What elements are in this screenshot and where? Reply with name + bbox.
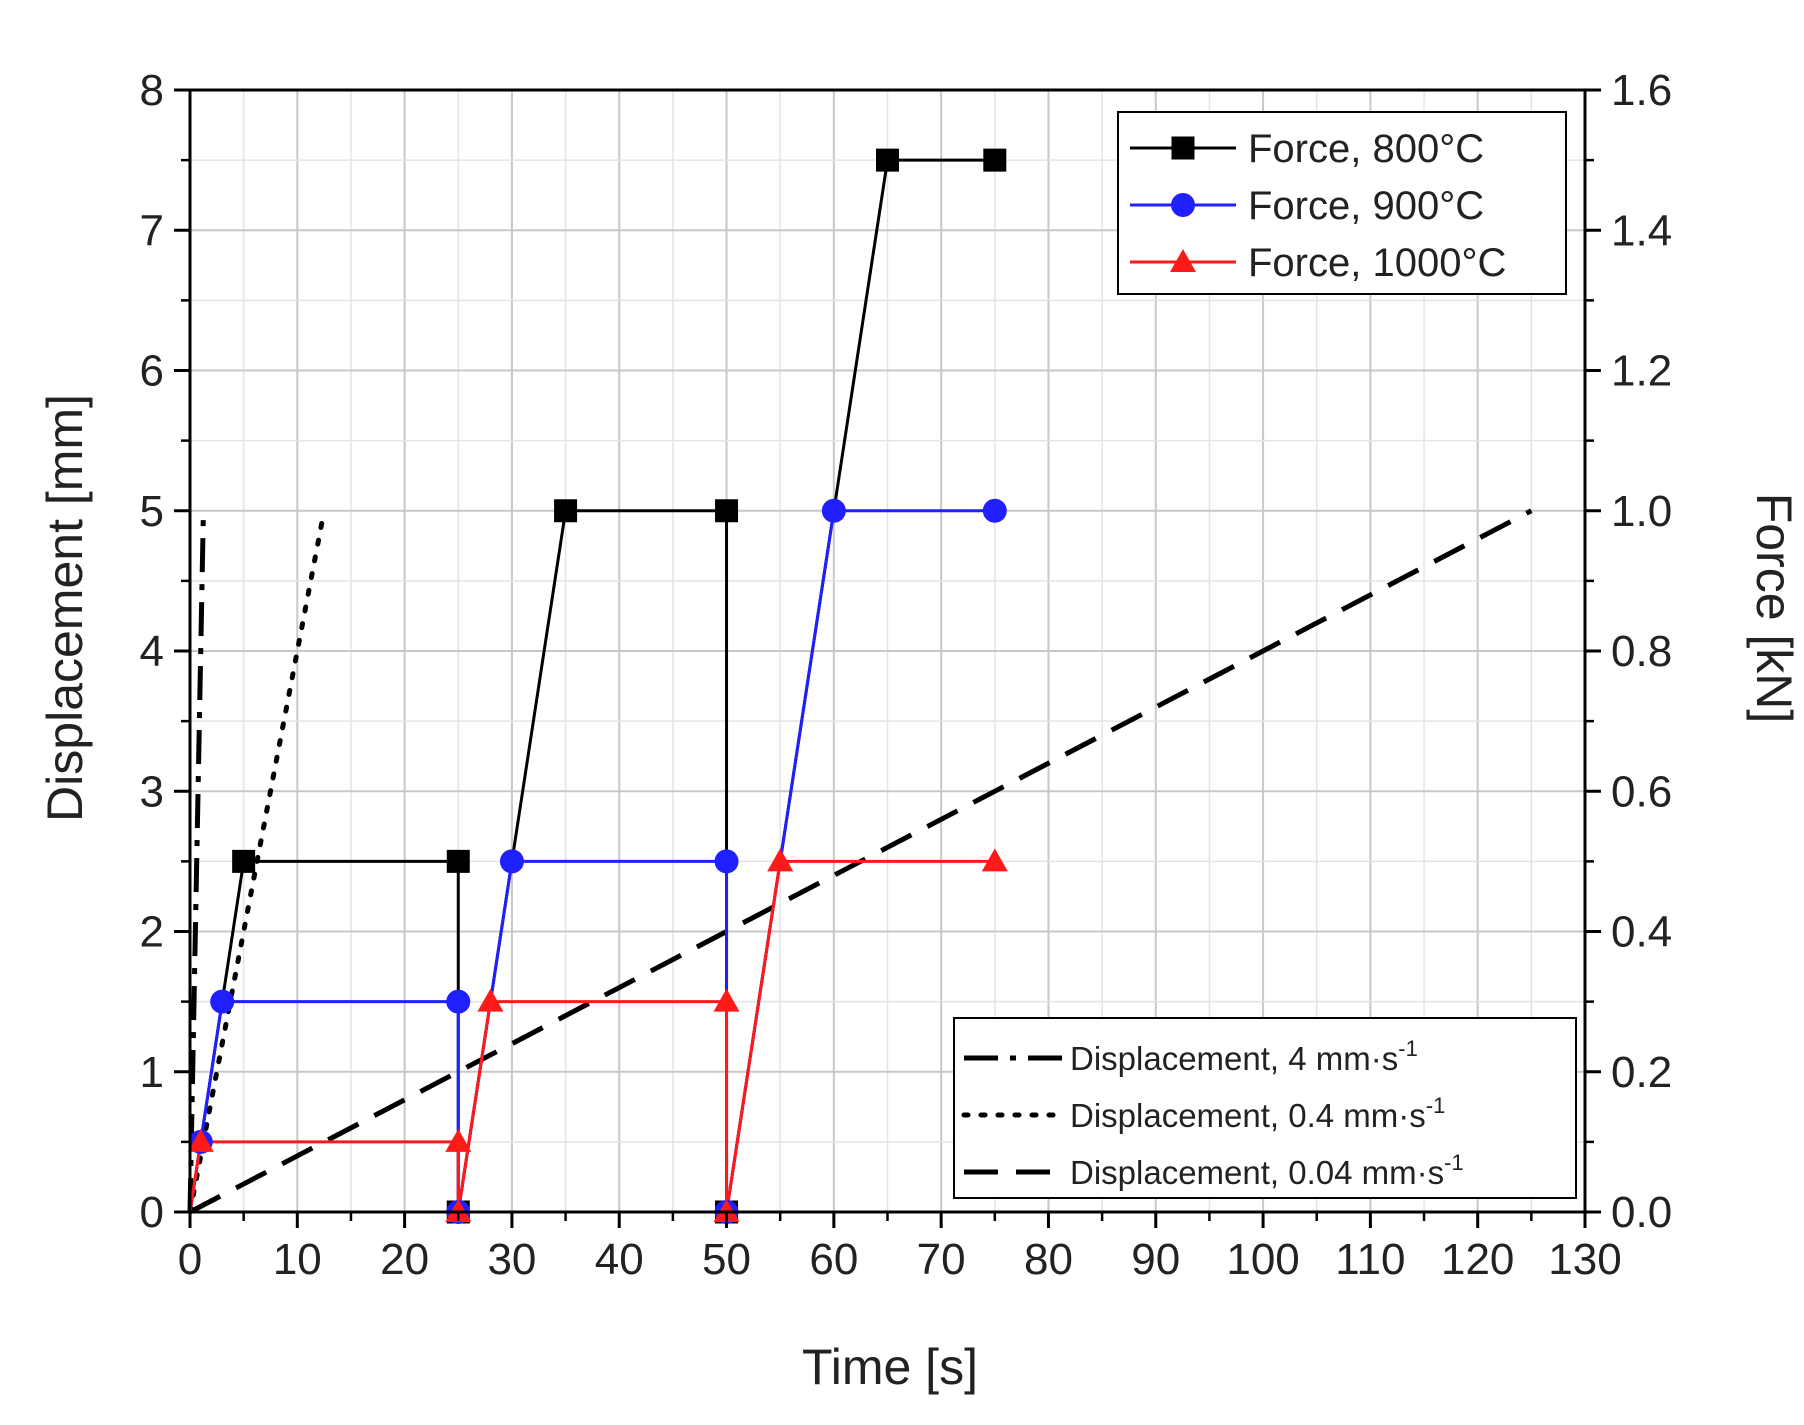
x-tick-label: 10 xyxy=(273,1235,322,1284)
data-point-force-1000-c xyxy=(477,988,504,1012)
y-left-tick-label: 7 xyxy=(140,206,164,255)
legend-swatch-marker xyxy=(1171,136,1195,160)
x-tick-label: 60 xyxy=(809,1235,858,1284)
data-point-force-1000-c xyxy=(445,1128,472,1152)
x-axis-title: Time [s] xyxy=(802,1339,978,1395)
x-tick-label: 20 xyxy=(380,1235,429,1284)
x-tick-label: 70 xyxy=(917,1235,966,1284)
series-displacement-4-mm-s-dashdot-line xyxy=(187,510,206,1213)
y-right-tick-label: 0.4 xyxy=(1611,908,1672,957)
x-tick-label: 0 xyxy=(178,1235,202,1284)
y-left-axis-title: Displacement [mm] xyxy=(37,394,93,822)
x-tick-label: 80 xyxy=(1024,1235,1073,1284)
data-point-force-900-c xyxy=(499,849,524,874)
x-tick-label: 30 xyxy=(487,1235,536,1284)
x-tick-label: 130 xyxy=(1548,1235,1621,1284)
y-right-tick-label: 1.6 xyxy=(1611,66,1672,115)
data-point-force-800-c xyxy=(554,499,578,523)
data-point-force-800-c xyxy=(715,499,739,523)
ticks xyxy=(174,88,1601,1228)
x-tick-label: 50 xyxy=(702,1235,751,1284)
y-right-tick-label: 1.0 xyxy=(1611,487,1672,536)
legend-label-force-1000-c: Force, 1000°C xyxy=(1248,241,1506,285)
data-point-force-900-c xyxy=(446,989,471,1014)
y-left-tick-label: 5 xyxy=(140,487,164,536)
y-right-tick-label: 0.6 xyxy=(1611,767,1672,816)
y-right-tick-label: 1.4 xyxy=(1611,206,1672,255)
legend-displacement: Displacement, 4 mm·s-1 Displacement, 0.4 … xyxy=(953,1017,1577,1199)
legend-force: Force, 800°C Force, 900°C Force, 1000°C xyxy=(1117,111,1567,295)
legend-label-displacement-0-04-mm-s-dash: Displacement, 0.04 mm·s-1 xyxy=(1070,1150,1464,1191)
y-left-tick-label: 8 xyxy=(140,66,164,115)
y-right-tick-label: 0.2 xyxy=(1611,1048,1672,1097)
data-point-force-1000-c xyxy=(187,1128,214,1152)
data-point-force-900-c xyxy=(210,989,235,1014)
data-point-force-800-c xyxy=(232,849,256,873)
legend-swatch-marker xyxy=(1170,249,1196,272)
y-left-tick-label: 4 xyxy=(140,627,164,676)
legend-label-force-900-c: Force, 900°C xyxy=(1248,184,1484,228)
legend-label-displacement-4-mm-s-dashdot: Displacement, 4 mm·s-1 xyxy=(1070,1036,1418,1077)
data-point-force-900-c xyxy=(821,498,846,523)
y-right-tick-label: 0.8 xyxy=(1611,627,1672,676)
legend-label-force-800-c: Force, 800°C xyxy=(1248,127,1484,171)
y-right-axis-title: Force [kN] xyxy=(1746,493,1802,724)
data-point-force-1000-c xyxy=(767,848,794,872)
legend-swatch-marker xyxy=(1171,193,1195,217)
y-left-tick-label: 2 xyxy=(140,908,164,957)
legend-displacement-box xyxy=(953,1017,1577,1199)
data-point-force-800-c xyxy=(983,148,1007,172)
x-tick-label: 120 xyxy=(1441,1235,1514,1284)
data-point-force-1000-c xyxy=(981,848,1008,872)
legend-label-displacement-0-4-mm-s-dot: Displacement, 0.4 mm·s-1 xyxy=(1070,1093,1445,1134)
y-left-tick-label: 1 xyxy=(140,1048,164,1097)
y-left-tick-label: 3 xyxy=(140,767,164,816)
data-point-force-900-c xyxy=(982,498,1007,523)
y-right-tick-label: 1.2 xyxy=(1611,347,1672,396)
data-point-force-900-c xyxy=(714,849,739,874)
y-right-tick-label: 0.0 xyxy=(1611,1188,1672,1237)
y-left-tick-label: 6 xyxy=(140,347,164,396)
x-tick-label: 40 xyxy=(595,1235,644,1284)
data-point-force-800-c xyxy=(446,849,470,873)
x-tick-label: 110 xyxy=(1335,1235,1405,1284)
x-tick-label: 100 xyxy=(1226,1235,1299,1284)
tick-labels: 0 10 20 30 40 50 60 70 80 90 100 110 120 130 0 1 2 3 4 5 6 7 8… xyxy=(140,66,1673,1284)
force-markers xyxy=(187,148,1008,1224)
x-tick-label: 90 xyxy=(1131,1235,1180,1284)
data-point-force-800-c xyxy=(876,148,899,172)
y-left-tick-label: 0 xyxy=(140,1188,164,1237)
data-point-force-1000-c xyxy=(713,988,740,1012)
